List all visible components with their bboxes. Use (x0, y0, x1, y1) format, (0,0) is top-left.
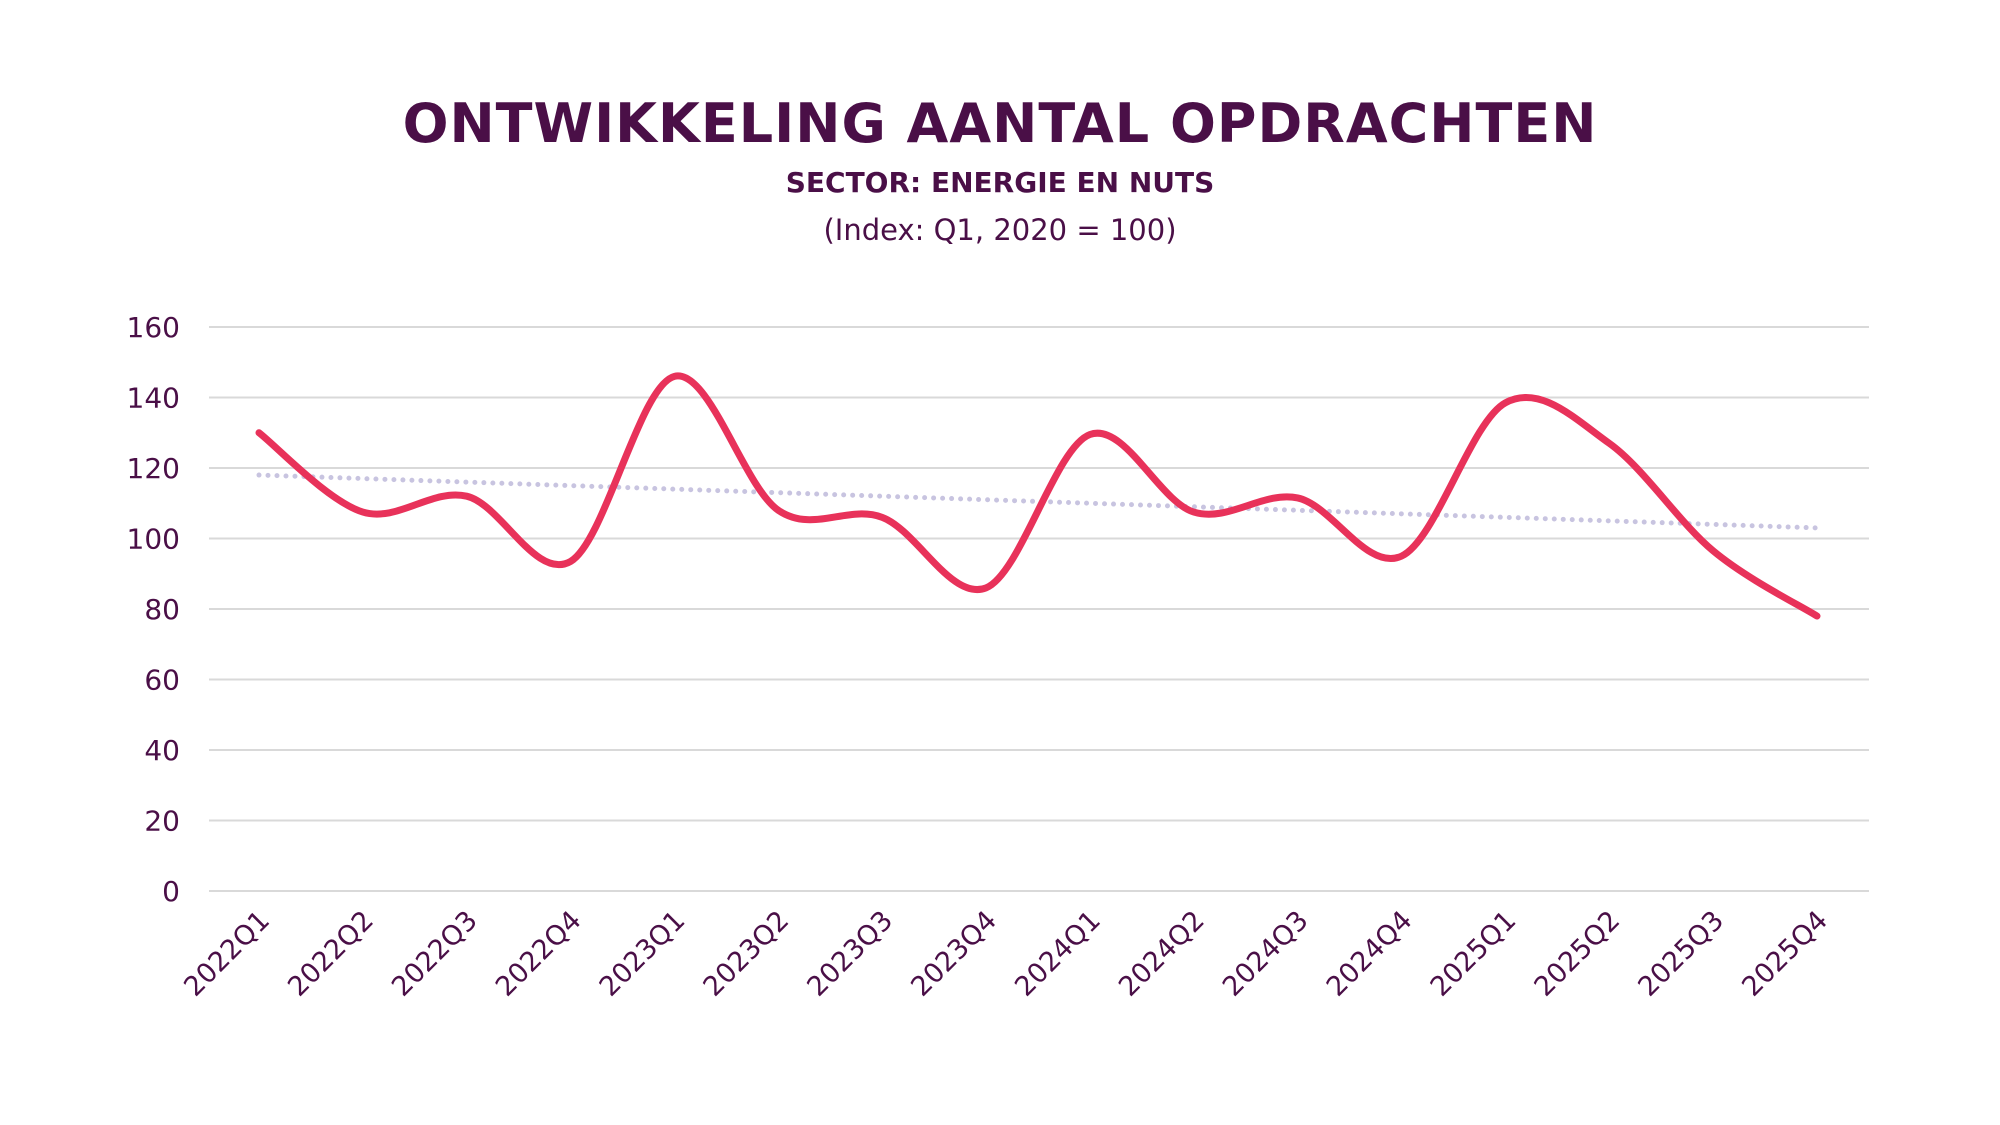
x-tick-label: 2024Q4 (1321, 905, 1419, 1003)
chart-subtitle: SECTOR: ENERGIE EN NUTS (785, 166, 1215, 199)
chart-title: ONTWIKKELING AANTAL OPDRACHTEN (402, 92, 1598, 155)
x-tick-label: 2022Q1 (178, 905, 276, 1003)
x-tick-label: 2024Q2 (1113, 905, 1211, 1003)
chart-index-note: (Index: Q1, 2020 = 100) (823, 213, 1177, 247)
x-tick-label: 2022Q2 (282, 905, 380, 1003)
y-tick-label: 80 (144, 593, 180, 626)
y-tick-label: 60 (144, 664, 180, 697)
x-tick-label: 2025Q2 (1529, 905, 1627, 1003)
y-tick-label: 100 (127, 523, 180, 556)
x-tick-label: 2023Q2 (698, 905, 796, 1003)
x-tick-label: 2025Q4 (1736, 905, 1834, 1003)
x-tick-label: 2024Q3 (1217, 905, 1315, 1003)
y-tick-label: 160 (127, 311, 180, 344)
trendline (256, 472, 1820, 531)
x-tick-label: 2022Q3 (386, 905, 484, 1003)
x-tick-label: 2025Q3 (1632, 905, 1730, 1003)
y-tick-label: 20 (144, 805, 180, 838)
x-tick-label: 2023Q3 (801, 905, 899, 1003)
x-tick-label: 2022Q4 (490, 905, 588, 1003)
y-tick-label: 120 (127, 452, 180, 485)
x-tick-label: 2024Q1 (1009, 905, 1107, 1003)
y-tick-label: 140 (127, 382, 180, 415)
x-tick-label: 2025Q1 (1425, 905, 1523, 1003)
x-tick-label: 2023Q4 (905, 905, 1003, 1003)
y-tick-label: 40 (144, 734, 180, 767)
x-tick-label: 2023Q1 (594, 905, 692, 1003)
y-tick-label: 0 (162, 875, 180, 908)
series-line (255, 372, 1821, 620)
